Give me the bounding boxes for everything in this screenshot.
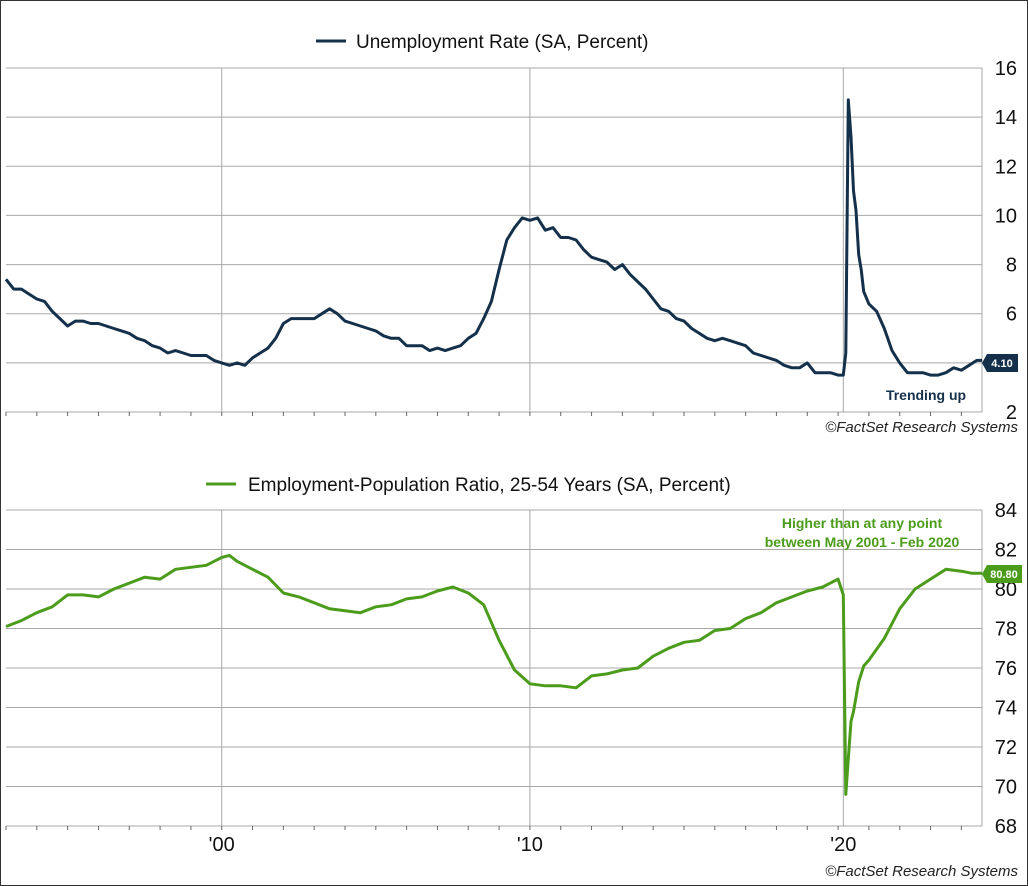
epop-y-tick-76: 76 <box>995 658 1017 680</box>
source-label-top: ©FactSet Research Systems <box>825 419 1018 436</box>
unemployment-line <box>4 98 982 377</box>
epop-gridlines <box>5 509 983 830</box>
unemployment-last-value-badge: 4.10 <box>982 354 1018 372</box>
epop-y-tick-78: 78 <box>995 619 1017 641</box>
epop-series <box>5 553 982 796</box>
epop-last-value-badge: 80.80 <box>982 565 1022 583</box>
unemployment-gridlines <box>5 67 983 416</box>
epop-y-tick-80: 80 <box>995 579 1017 601</box>
epop-y-tick-82: 82 <box>995 540 1017 562</box>
epop-y-tick-70: 70 <box>995 777 1017 799</box>
source-label-bottom: ©FactSet Research Systems <box>825 863 1018 880</box>
unemployment-legend-label: Unemployment Rate (SA, Percent) <box>356 32 649 53</box>
x-tick-20: '20 <box>830 834 856 856</box>
unemployment-badge-shape <box>982 354 1018 372</box>
epop-legend-label: Employment-Population Ratio, 25-54 Years… <box>248 475 731 496</box>
unemployment-y-tick-16: 16 <box>995 58 1017 80</box>
epop-y-ticks: 68 70 72 74 76 78 80 82 84 <box>995 500 1017 838</box>
unemployment-y-tick-2: 2 <box>1006 402 1017 424</box>
epop-badge-label: 80.80 <box>990 569 1018 581</box>
x-axis-ticks: '00 '10 '20 <box>209 834 857 856</box>
epop-annotation-line-2: between May 2001 - Feb 2020 <box>765 534 960 550</box>
unemployment-y-tick-8: 8 <box>1006 255 1017 277</box>
epop-line <box>5 553 982 796</box>
unemployment-y-ticks: 246810121416 <box>995 58 1017 424</box>
epop-y-tick-68: 68 <box>995 816 1017 838</box>
epop-y-tick-74: 74 <box>995 698 1017 720</box>
unemployment-series <box>4 98 982 377</box>
epop-annotation-line-1: Higher than at any point <box>782 515 943 531</box>
x-tick-10: '10 <box>517 834 543 856</box>
unemployment-y-tick-12: 12 <box>995 156 1017 178</box>
epop-y-tick-84: 84 <box>995 500 1017 522</box>
epop-y-tick-72: 72 <box>995 737 1017 759</box>
unemployment-y-tick-10: 10 <box>995 205 1017 227</box>
epop-legend: Employment-Population Ratio, 25-54 Years… <box>206 475 731 496</box>
unemployment-y-tick-6: 6 <box>1006 304 1017 326</box>
x-tick-00: '00 <box>209 834 235 856</box>
epop-badge-shape <box>982 565 1022 583</box>
unemployment-y-tick-14: 14 <box>995 107 1017 129</box>
unemployment-badge-label: 4.10 <box>991 358 1012 370</box>
unemployment-legend: Unemployment Rate (SA, Percent) <box>316 32 649 53</box>
trending-up-annotation: Trending up <box>886 387 966 403</box>
